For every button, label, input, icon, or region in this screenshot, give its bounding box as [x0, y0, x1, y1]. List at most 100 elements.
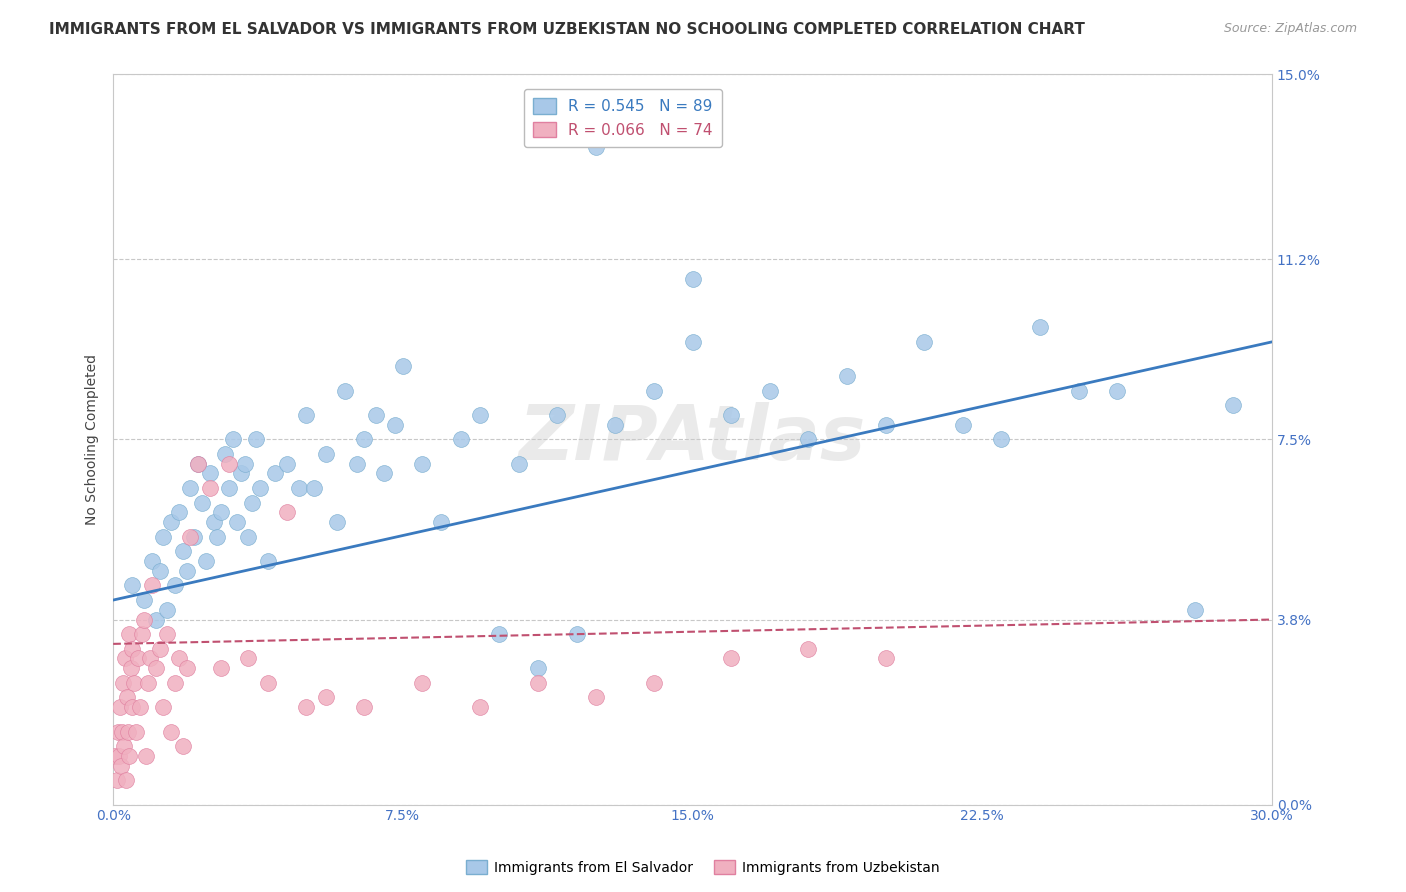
- Point: [287, 481, 309, 495]
- Point: [353, 433, 375, 447]
- Point: [353, 700, 375, 714]
- Point: [225, 515, 247, 529]
- Point: [245, 433, 267, 447]
- Point: [111, 676, 134, 690]
- Point: [145, 661, 167, 675]
- Point: [1067, 384, 1090, 398]
- Point: [295, 408, 318, 422]
- Point: [411, 457, 433, 471]
- Point: [179, 481, 201, 495]
- Point: [302, 481, 325, 495]
- Point: [758, 384, 780, 398]
- Point: [187, 457, 209, 471]
- Point: [1029, 320, 1052, 334]
- Point: [295, 700, 318, 714]
- Point: [114, 773, 136, 788]
- Point: [1107, 384, 1129, 398]
- Point: [167, 651, 190, 665]
- Point: [682, 271, 704, 285]
- Point: [835, 369, 858, 384]
- Point: [222, 433, 245, 447]
- Point: [229, 467, 252, 481]
- Point: [135, 748, 157, 763]
- Point: [240, 495, 263, 509]
- Point: [527, 661, 550, 675]
- Point: [875, 417, 897, 432]
- Point: [238, 530, 260, 544]
- Point: [183, 530, 205, 544]
- Point: [114, 651, 136, 665]
- Point: [124, 676, 146, 690]
- Point: [468, 700, 491, 714]
- Point: [141, 554, 163, 568]
- Point: [108, 700, 131, 714]
- Point: [1184, 603, 1206, 617]
- Point: [136, 676, 159, 690]
- Point: [139, 651, 162, 665]
- Point: [952, 417, 974, 432]
- Point: [121, 641, 143, 656]
- Point: [172, 739, 194, 754]
- Point: [488, 627, 510, 641]
- Point: [167, 505, 190, 519]
- Point: [179, 530, 201, 544]
- Point: [720, 651, 742, 665]
- Point: [132, 593, 155, 607]
- Point: [990, 433, 1012, 447]
- Point: [209, 505, 232, 519]
- Point: [373, 467, 395, 481]
- Point: [605, 417, 627, 432]
- Point: [148, 564, 170, 578]
- Point: [326, 515, 349, 529]
- Point: [176, 564, 198, 578]
- Point: [117, 724, 139, 739]
- Point: [364, 408, 387, 422]
- Point: [214, 447, 236, 461]
- Point: [411, 676, 433, 690]
- Point: [315, 690, 337, 705]
- Point: [565, 627, 588, 641]
- Point: [110, 758, 132, 772]
- Point: [105, 773, 128, 788]
- Point: [118, 748, 141, 763]
- Legend: R = 0.545   N = 89, R = 0.066   N = 74: R = 0.545 N = 89, R = 0.066 N = 74: [524, 89, 723, 147]
- Point: [145, 613, 167, 627]
- Point: [104, 748, 127, 763]
- Point: [129, 700, 152, 714]
- Point: [176, 661, 198, 675]
- Point: [194, 554, 217, 568]
- Point: [264, 467, 287, 481]
- Point: [508, 457, 530, 471]
- Point: [141, 578, 163, 592]
- Point: [187, 457, 209, 471]
- Point: [152, 530, 174, 544]
- Point: [546, 408, 568, 422]
- Point: [392, 359, 415, 374]
- Point: [238, 651, 260, 665]
- Point: [125, 724, 148, 739]
- Point: [797, 433, 820, 447]
- Point: [276, 457, 298, 471]
- Point: [152, 700, 174, 714]
- Point: [256, 554, 278, 568]
- Point: [333, 384, 356, 398]
- Point: [160, 515, 183, 529]
- Point: [315, 447, 337, 461]
- Point: [384, 417, 406, 432]
- Point: [797, 641, 820, 656]
- Point: [115, 690, 138, 705]
- Text: Source: ZipAtlas.com: Source: ZipAtlas.com: [1223, 22, 1357, 36]
- Point: [249, 481, 271, 495]
- Point: [218, 481, 240, 495]
- Point: [148, 641, 170, 656]
- Legend: Immigrants from El Salvador, Immigrants from Uzbekistan: Immigrants from El Salvador, Immigrants …: [461, 855, 945, 880]
- Point: [256, 676, 278, 690]
- Point: [430, 515, 453, 529]
- Point: [132, 613, 155, 627]
- Point: [527, 676, 550, 690]
- Point: [682, 334, 704, 349]
- Point: [163, 578, 186, 592]
- Point: [172, 544, 194, 558]
- Point: [160, 724, 183, 739]
- Point: [117, 627, 139, 641]
